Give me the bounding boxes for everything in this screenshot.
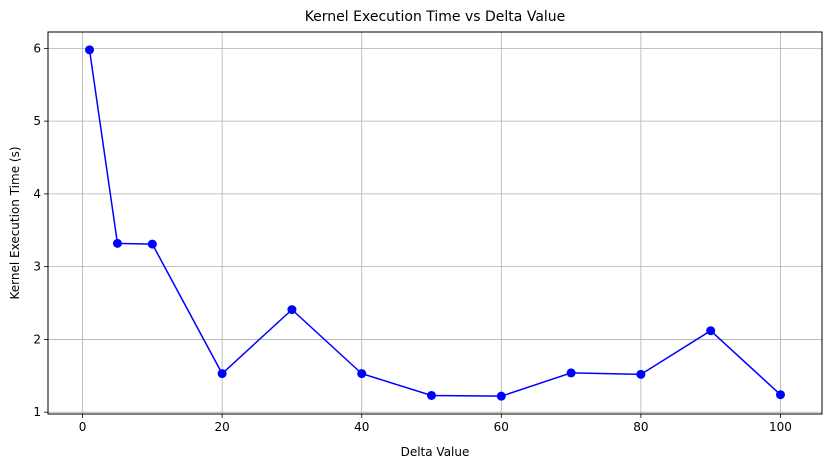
y-axis-label: Kernel Execution Time (s) <box>8 146 22 299</box>
x-tick-label: 0 <box>79 420 87 434</box>
y-tick-label: 2 <box>33 332 41 346</box>
x-tick-label: 20 <box>214 420 229 434</box>
y-tick-label: 3 <box>33 260 41 274</box>
data-point <box>287 305 297 315</box>
series-line <box>88 49 781 397</box>
plot-frame <box>47 31 823 415</box>
series <box>85 45 785 401</box>
data-point <box>706 326 716 336</box>
y-tick-label: 4 <box>33 187 41 201</box>
ticks: 0 20 40 60 80 100 1 2 3 4 5 6 <box>33 41 792 434</box>
y-tick-label: 6 <box>33 41 41 55</box>
x-tick-label: 40 <box>354 420 369 434</box>
data-point <box>85 45 95 55</box>
data-point <box>566 368 576 378</box>
data-point <box>636 369 646 379</box>
data-point <box>427 390 437 400</box>
x-tick-label: 80 <box>633 420 648 434</box>
data-point <box>112 238 122 248</box>
data-point <box>147 239 157 249</box>
x-tick-label: 100 <box>769 420 792 434</box>
grid <box>48 32 822 414</box>
x-tick-label: 60 <box>494 420 509 434</box>
chart-title: Kernel Execution Time vs Delta Value <box>305 9 566 25</box>
data-point <box>217 369 227 379</box>
data-point <box>496 391 506 401</box>
y-tick-label: 5 <box>33 114 41 128</box>
data-point <box>357 369 367 379</box>
data-point <box>775 390 785 400</box>
x-axis-label: Delta Value <box>401 445 470 459</box>
y-tick-label: 1 <box>33 405 41 419</box>
